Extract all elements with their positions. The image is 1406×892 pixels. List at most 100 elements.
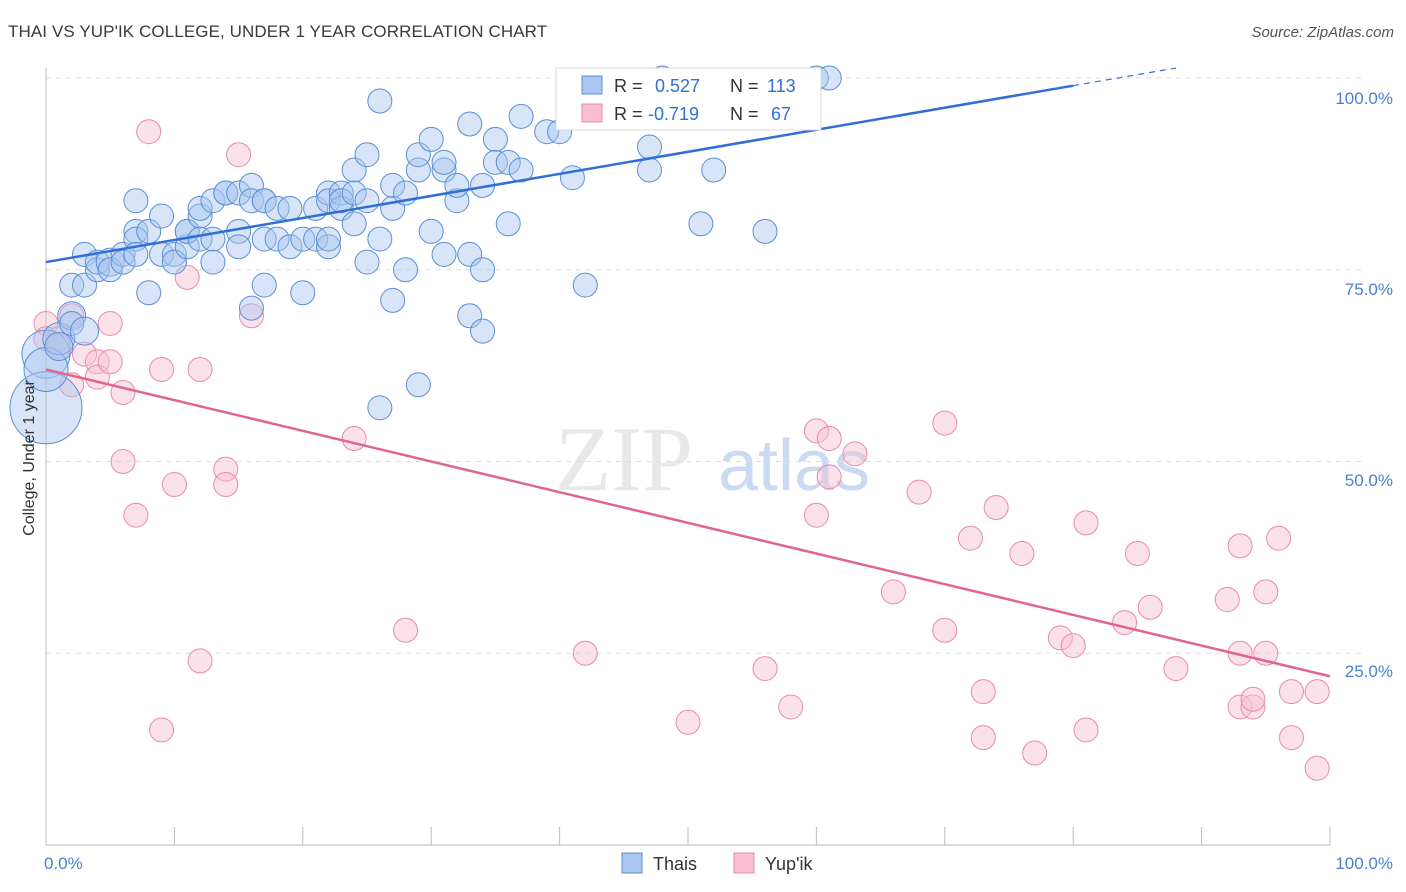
thais-point: [405, 372, 431, 398]
yupik-point: [1278, 725, 1304, 751]
trend-lines: [45, 67, 1331, 678]
watermark-zip: ZIP: [555, 408, 693, 510]
series-legend: Thais Yup'ik: [621, 852, 813, 874]
legend-series-name: Thais: [653, 854, 697, 874]
thais-point: [200, 249, 226, 275]
thais-point: [187, 195, 213, 221]
yupik-point: [110, 379, 136, 405]
yupik-point: [906, 479, 932, 505]
yupik-point: [1214, 587, 1240, 613]
thais-trend-line: [45, 84, 1074, 264]
yupik-point: [1009, 541, 1035, 567]
yupik-point: [675, 709, 701, 735]
thais-point: [95, 247, 125, 277]
yupik-point: [1112, 610, 1138, 636]
yupik-point: [72, 341, 98, 367]
yupik-point: [149, 356, 175, 382]
yupik-point: [970, 725, 996, 751]
yupik-point: [932, 617, 958, 643]
thais-point: [200, 226, 226, 252]
y-tick-label: 50.0%: [1345, 471, 1393, 490]
thais-point: [752, 218, 778, 244]
yupik-point: [970, 679, 996, 705]
yupik-point: [1073, 717, 1099, 743]
thais-point: [367, 226, 393, 252]
thais-point: [508, 103, 534, 129]
legend-n-value: 67: [771, 104, 791, 124]
yupik-point: [1047, 625, 1073, 651]
yupik-point: [97, 310, 123, 336]
yupik-point: [816, 425, 842, 451]
yupik-point: [1022, 740, 1048, 766]
thais-point: [42, 322, 76, 356]
legend-n-value: 113: [767, 76, 796, 96]
yupik-point: [136, 119, 162, 145]
thais-point: [70, 316, 100, 346]
yupik-point: [341, 425, 367, 451]
y-tick-label: 100.0%: [1335, 89, 1393, 108]
thais-point: [405, 157, 431, 183]
thais-point: [238, 295, 264, 321]
thais-point: [470, 257, 496, 283]
legend-swatch-yupik: [733, 852, 755, 874]
thais-point: [636, 134, 662, 160]
yupik-point: [778, 694, 804, 720]
yupik-point: [84, 349, 110, 375]
yupik-point: [1278, 679, 1304, 705]
thais-point: [354, 142, 380, 168]
legend-r-value: 0.527: [655, 76, 700, 96]
yupik-point: [59, 303, 85, 329]
thais-point: [534, 119, 560, 145]
yupik-point: [1304, 679, 1330, 705]
legend-swatch-yupik: [581, 103, 603, 123]
thais-point: [57, 301, 87, 331]
thais-point: [457, 111, 483, 137]
thais-point: [444, 188, 470, 214]
yupik-point: [1253, 579, 1279, 605]
legend-swatch-thais: [581, 75, 603, 95]
legend-r-label: R =: [614, 76, 643, 96]
stats-legend: R = 0.527 N = 113 R = -0.719 N = 67: [555, 67, 822, 131]
thais-point: [418, 218, 444, 244]
yupik-point: [752, 656, 778, 682]
yupik-point: [187, 356, 213, 382]
yupik-point: [1240, 694, 1266, 720]
thais-point: [277, 195, 303, 221]
thais-point: [636, 157, 662, 183]
thais-point: [123, 188, 149, 214]
yupik-points: [33, 119, 1330, 781]
yupik-point: [803, 502, 829, 528]
thais-point: [161, 241, 187, 267]
y-tick-label: 25.0%: [1345, 662, 1393, 681]
thais-point: [303, 226, 329, 252]
thais-point: [328, 188, 354, 214]
thais-point: [508, 157, 534, 183]
yupik-point: [123, 502, 149, 528]
yupik-point: [1240, 686, 1266, 712]
yupik-point: [1163, 656, 1189, 682]
thais-point: [328, 180, 354, 206]
legend-n-label: N =: [730, 104, 759, 124]
yupik-trend-line: [45, 368, 1331, 678]
thais-point: [418, 126, 444, 152]
thais-point: [226, 180, 252, 206]
thais-point: [393, 257, 419, 283]
yupik-point: [213, 472, 239, 498]
thais-point: [572, 272, 598, 298]
thais-trend-extension: [1073, 67, 1177, 87]
thais-point: [482, 149, 508, 175]
legend-series-name: Yup'ik: [765, 854, 813, 874]
yupik-point: [816, 464, 842, 490]
thais-point: [688, 211, 714, 237]
yupik-point: [393, 617, 419, 643]
yupik-point: [1227, 640, 1253, 666]
yupik-point: [572, 640, 598, 666]
legend-r-value: -0.719: [648, 104, 699, 124]
thais-point: [187, 226, 213, 252]
thais-point: [290, 280, 316, 306]
yupik-point: [110, 449, 136, 474]
yupik-point: [1304, 755, 1330, 781]
thais-point: [341, 211, 367, 237]
thais-point: [431, 241, 457, 267]
